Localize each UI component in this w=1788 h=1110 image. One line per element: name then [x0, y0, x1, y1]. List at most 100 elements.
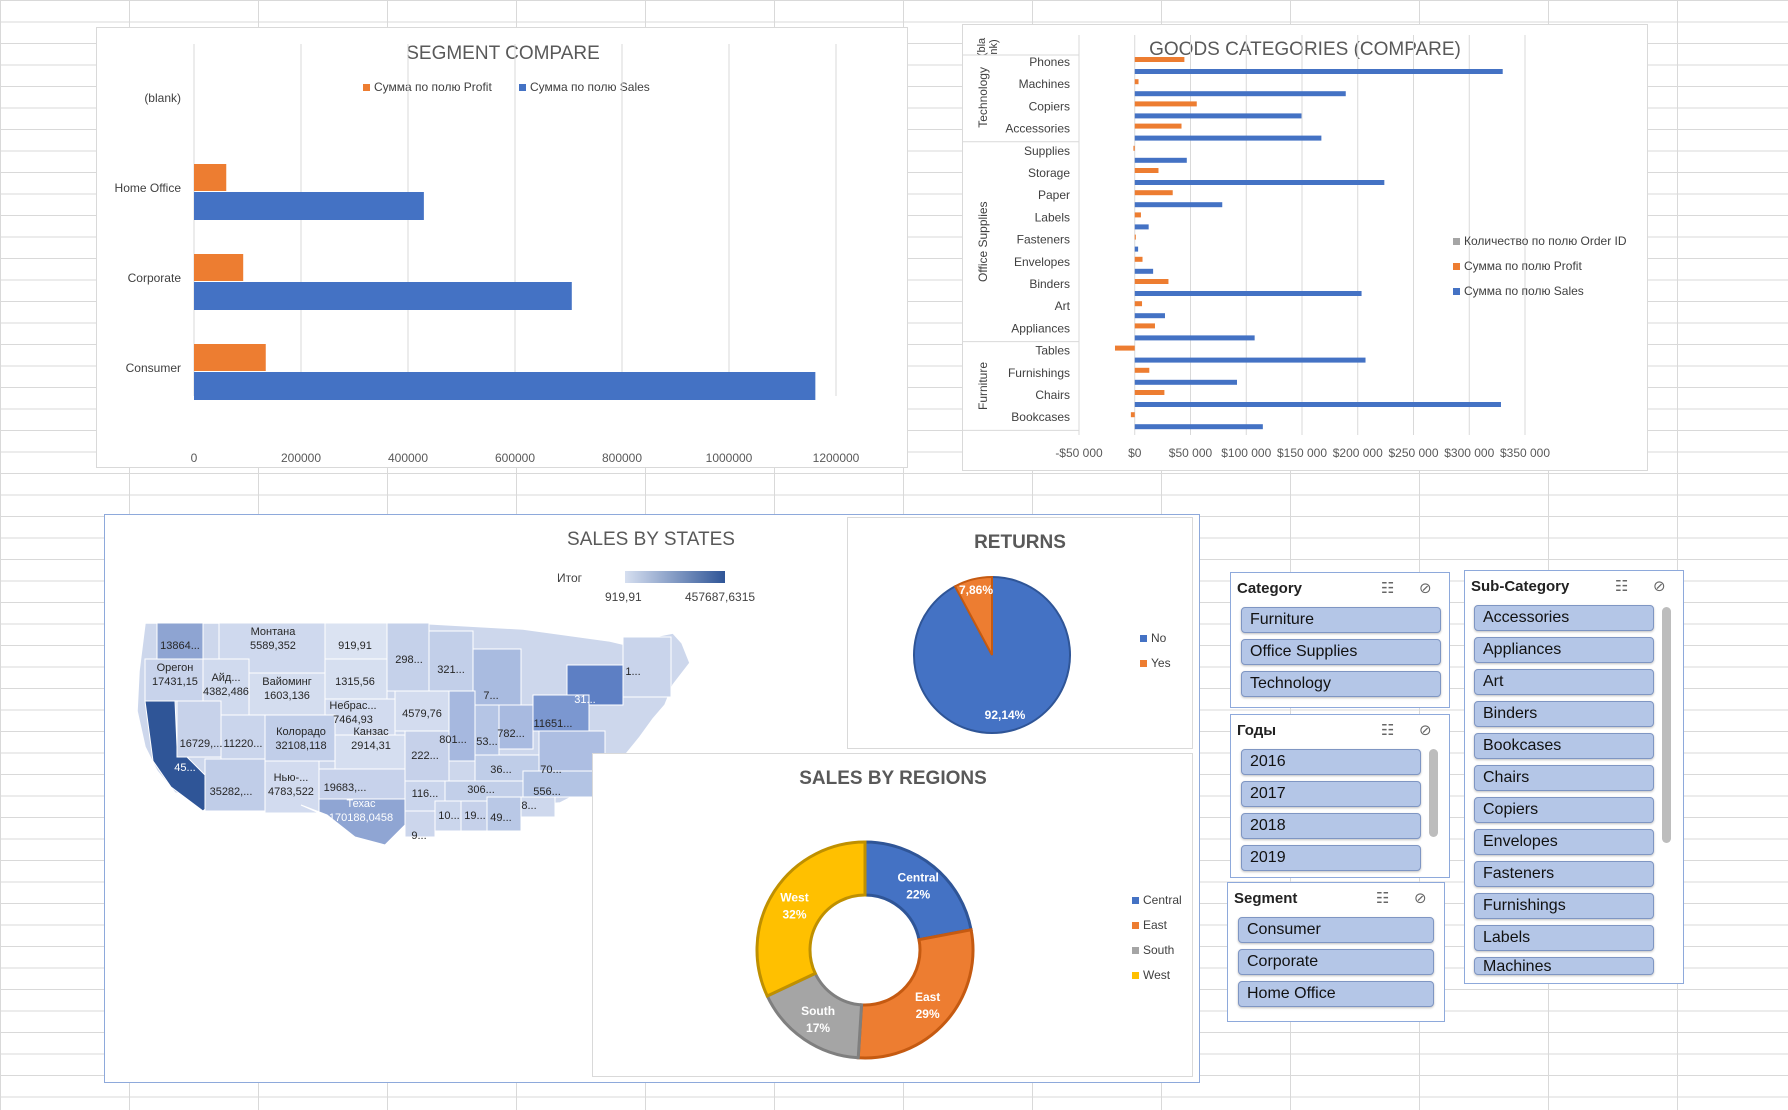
clear-filter-icon[interactable]: ⊘ [1419, 580, 1432, 597]
map-state-value: 17431,15 [152, 676, 198, 688]
map-state-value: 53... [476, 736, 497, 748]
goods-profit-bar [1134, 323, 1155, 329]
slicer-item-2018[interactable]: 2018 [1241, 813, 1421, 839]
slicer-item-bookcases[interactable]: Bookcases [1474, 733, 1654, 759]
goods-chart-title: GOODS CATEGORIES (COMPARE) [1149, 39, 1461, 60]
map-state-label: Нью-... [274, 772, 309, 784]
group-label-blank-1: (bla [976, 37, 988, 56]
slicer-item-2016[interactable]: 2016 [1241, 749, 1421, 775]
slicer-item-binders[interactable]: Binders [1474, 701, 1654, 727]
state-arizona [204, 758, 266, 812]
segment-slicer[interactable]: Segment ☷ ⊘ Consumer Corporate Home Offi… [1227, 882, 1445, 1022]
slicer-item-furnishings[interactable]: Furnishings [1474, 893, 1654, 919]
multi-select-icon[interactable]: ☷ [1615, 578, 1629, 595]
returns-slice-yes [953, 575, 993, 656]
state-ohio [498, 704, 534, 750]
goods-sales-bar [1134, 91, 1346, 97]
subcategory-slicer[interactable]: Sub-Category ☷ ⊘ Accessories Appliances Ar… [1464, 570, 1684, 984]
goods-category-label: Paper [1038, 188, 1070, 202]
clear-filter-icon[interactable]: ⊘ [1653, 578, 1666, 595]
slicer-item-furniture[interactable]: Furniture [1241, 607, 1441, 633]
state-south-carolina [520, 796, 556, 818]
goods-sales-bar [1134, 313, 1165, 319]
map-state-value: 11220... [224, 738, 263, 750]
category-slicer[interactable]: Category ☷ ⊘ Furniture Office Supplies T… [1230, 572, 1450, 708]
goods-category-label: Labels [1035, 210, 1070, 224]
goods-group-label: Office Supplies [976, 201, 990, 282]
regions-panel[interactable]: SALES BY REGIONS Central 22% East 29% South 1… [592, 753, 1193, 1077]
segment-chart-title: SEGMENT COMPARE [406, 43, 600, 64]
returns-legend-label: Yes [1151, 656, 1171, 670]
goods-group-label: Technology [976, 67, 990, 128]
slicer-item-copiers[interactable]: Copiers [1474, 797, 1654, 823]
regions-slice-central [863, 840, 973, 942]
multi-select-icon[interactable]: ☷ [1381, 722, 1395, 739]
state-oregon [144, 658, 204, 702]
legend-label-sales: Сумма по полю Sales [530, 80, 650, 94]
goods-category-label: Binders [1029, 277, 1070, 291]
years-slicer[interactable]: Годы ☷ ⊘ 2016 2017 2018 2019 [1230, 714, 1450, 878]
returns-legend-swatch [1140, 660, 1147, 667]
subcategory-slicer-title: Sub-Category [1471, 578, 1570, 595]
multi-select-icon[interactable]: ☷ [1376, 890, 1390, 907]
state-indiana [474, 704, 500, 756]
map-state-value: 298... [395, 654, 423, 666]
slicer-item-appliances[interactable]: Appliances [1474, 637, 1654, 663]
clear-filter-icon[interactable]: ⊘ [1419, 722, 1432, 739]
regions-slice-west [755, 840, 867, 998]
map-state-label: Монтана [251, 626, 297, 638]
slicer-item-home-office[interactable]: Home Office [1238, 981, 1434, 1007]
regions-slice-name: East [915, 990, 940, 1004]
segment-profit-bar [194, 164, 227, 191]
slicer-item-consumer[interactable]: Consumer [1238, 917, 1434, 943]
map-state-value: 1603,136 [264, 690, 310, 702]
slicer-item-accessories[interactable]: Accessories [1474, 605, 1654, 631]
goods-category-label: Bookcases [1011, 410, 1070, 424]
map-state-value: 1315,56 [335, 676, 375, 688]
map-state-value: 16729,... [180, 738, 223, 750]
state-pennsylvania [532, 694, 590, 732]
state-louisiana [404, 810, 436, 838]
goods-legend-swatch [1453, 263, 1460, 270]
goods-categories-panel[interactable]: GOODS CATEGORIES (COMPARE) (bla nk) Techno… [962, 24, 1648, 471]
returns-panel[interactable]: RETURNS 92,14% 7,86% No Yes [847, 517, 1193, 749]
years-slicer-title: Годы [1237, 722, 1277, 739]
slicer-item-technology[interactable]: Technology [1241, 671, 1441, 697]
slicer-item-envelopes[interactable]: Envelopes [1474, 829, 1654, 855]
goods-sales-bar [1134, 202, 1223, 208]
subcategory-scrollbar[interactable] [1662, 607, 1671, 843]
regions-slice-name: South [801, 1004, 835, 1018]
slicer-item-corporate[interactable]: Corporate [1238, 949, 1434, 975]
map-state-value: 19683,... [324, 782, 367, 794]
goods-legend-label: Сумма по полю Sales [1464, 284, 1584, 298]
slicer-item-labels[interactable]: Labels [1474, 925, 1654, 951]
goods-profit-bar [1134, 190, 1173, 196]
sales-by-states-panel[interactable]: SALES BY STATES Итог 919,91 457687,6315 [104, 514, 1200, 1083]
map-state-value: 4783,522 [268, 786, 314, 798]
slicer-item-machines[interactable]: Machines [1474, 957, 1654, 975]
segment-category-label: Consumer [126, 361, 181, 375]
slicer-item-fasteners[interactable]: Fasteners [1474, 861, 1654, 887]
segment-category-label: Home Office [115, 181, 182, 195]
clear-filter-icon[interactable]: ⊘ [1414, 890, 1427, 907]
segment-compare-panel[interactable]: SEGMENT COMPARE Сумма по полю Profit Сумм… [96, 27, 908, 468]
map-state-value: 45... [174, 762, 195, 774]
regions-legend-label: West [1143, 968, 1171, 982]
goods-tick-label: $350 000 [1500, 446, 1550, 460]
years-scrollbar[interactable] [1429, 749, 1438, 837]
goods-sales-bar [1134, 180, 1385, 185]
map-state-value: 801... [439, 734, 467, 746]
slicer-item-2019[interactable]: 2019 [1241, 845, 1421, 871]
goods-legend-swatch [1453, 238, 1460, 245]
goods-category-label: Tables [1035, 344, 1070, 358]
multi-select-icon[interactable]: ☷ [1381, 580, 1395, 597]
slicer-item-chairs[interactable]: Chairs [1474, 765, 1654, 791]
slicer-item-art[interactable]: Art [1474, 669, 1654, 695]
slicer-item-office-supplies[interactable]: Office Supplies [1241, 639, 1441, 665]
goods-legend-label: Количество по полю Order ID [1464, 234, 1627, 248]
map-state-label: Айд... [211, 672, 240, 684]
map-state-value: 70... [540, 764, 561, 776]
segment-sales-bar [194, 282, 572, 310]
regions-chart: SALES BY REGIONS Central 22% East 29% South 1… [755, 768, 1182, 1060]
slicer-item-2017[interactable]: 2017 [1241, 781, 1421, 807]
